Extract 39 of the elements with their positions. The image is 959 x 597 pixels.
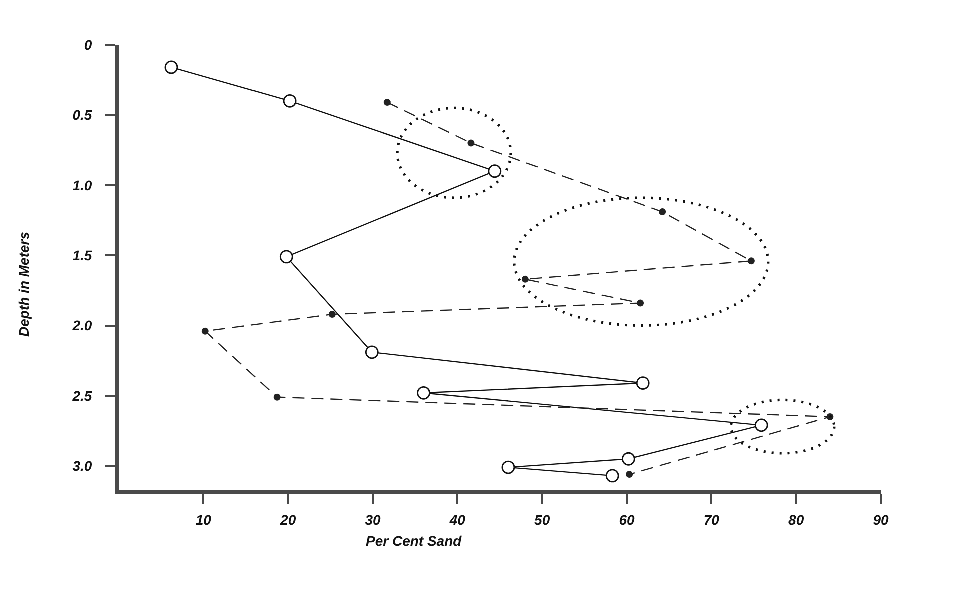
point xyxy=(754,418,768,432)
x-tick-label: 80 xyxy=(788,512,804,528)
point xyxy=(636,376,650,390)
x-tick-label: 50 xyxy=(534,512,550,528)
point xyxy=(283,94,297,108)
y-tick-label: 1.5 xyxy=(72,247,92,264)
x-tick-label: 60 xyxy=(619,512,635,528)
point xyxy=(522,276,529,283)
y-tick-label: 3.0 xyxy=(72,458,92,474)
point xyxy=(622,452,636,466)
point xyxy=(365,346,379,360)
y-tick-label: 2.0 xyxy=(72,318,92,334)
x-axis-title: Per Cent Sand xyxy=(366,533,462,549)
point xyxy=(417,386,430,400)
x-tick-label: 40 xyxy=(448,512,466,528)
y-tick-label: 0 xyxy=(84,36,92,53)
x-tick-label: 70 xyxy=(704,512,720,528)
point xyxy=(468,140,475,147)
point xyxy=(626,471,634,478)
x-tick-label: 10 xyxy=(196,512,212,528)
y-tick-label: 0.5 xyxy=(72,107,92,124)
x-tick-label: 30 xyxy=(365,512,381,528)
point xyxy=(606,469,620,483)
point xyxy=(384,99,391,106)
x-tick-label: 20 xyxy=(280,512,296,528)
point xyxy=(637,300,644,307)
point xyxy=(280,250,294,264)
point xyxy=(164,60,178,74)
point xyxy=(748,258,755,265)
point xyxy=(274,394,281,401)
y-tick-label: 2.5 xyxy=(72,388,92,404)
x-tick-label: 90 xyxy=(873,512,889,528)
point xyxy=(328,311,336,318)
y-axis-title: Depth in Meters xyxy=(16,232,32,337)
point xyxy=(488,164,502,178)
point xyxy=(202,328,209,335)
point xyxy=(659,208,666,216)
point xyxy=(502,460,516,474)
y-tick-label: 1.0 xyxy=(72,177,92,194)
